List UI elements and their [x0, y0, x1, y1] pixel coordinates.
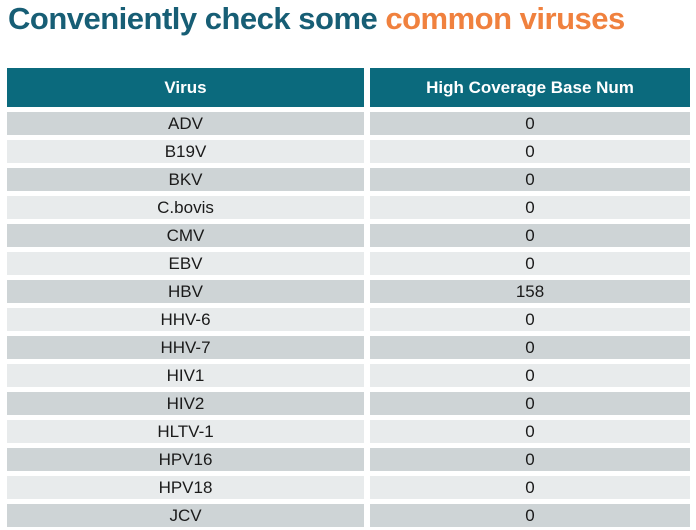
column-header-virus: Virus: [7, 68, 364, 107]
virus-name-cell: HHV-6: [7, 308, 364, 331]
coverage-value-cell: 0: [370, 224, 690, 247]
page-title-highlight: common viruses: [385, 1, 625, 36]
virus-coverage-table: Virus High Coverage Base Num ADV 0 B19V 0 BK…: [1, 63, 696, 530]
coverage-value-cell: 0: [370, 112, 690, 135]
table-header-row: Virus High Coverage Base Num: [7, 68, 690, 107]
virus-name-cell: C.bovis: [7, 196, 364, 219]
coverage-value-cell: 0: [370, 308, 690, 331]
coverage-value-cell: 0: [370, 504, 690, 527]
virus-name-cell: ADV: [7, 112, 364, 135]
coverage-value-cell: 0: [370, 420, 690, 443]
table-row: BKV 0: [7, 168, 690, 191]
coverage-value-cell: 158: [370, 280, 690, 303]
virus-name-cell: HPV18: [7, 476, 364, 499]
coverage-value-cell: 0: [370, 252, 690, 275]
table-row: HLTV-1 0: [7, 420, 690, 443]
coverage-value-cell: 0: [370, 196, 690, 219]
virus-name-cell: EBV: [7, 252, 364, 275]
table-row: HPV16 0: [7, 448, 690, 471]
table-row: ADV 0: [7, 112, 690, 135]
table-row: HBV 158: [7, 280, 690, 303]
table-row: HIV2 0: [7, 392, 690, 415]
coverage-value-cell: 0: [370, 364, 690, 387]
coverage-value-cell: 0: [370, 168, 690, 191]
coverage-value-cell: 0: [370, 336, 690, 359]
virus-name-cell: HIV2: [7, 392, 364, 415]
table-row: HHV-6 0: [7, 308, 690, 331]
virus-name-cell: HBV: [7, 280, 364, 303]
coverage-value-cell: 0: [370, 392, 690, 415]
page-title-prefix: Conveniently check some: [8, 1, 386, 36]
table-row: EBV 0: [7, 252, 690, 275]
coverage-value-cell: 0: [370, 448, 690, 471]
table-body: ADV 0 B19V 0 BKV 0 C.bovis 0 CMV 0 EBV 0 HBV 158 HHV-6…: [7, 112, 690, 527]
virus-name-cell: HPV16: [7, 448, 364, 471]
column-header-coverage: High Coverage Base Num: [370, 68, 690, 107]
virus-name-cell: BKV: [7, 168, 364, 191]
coverage-value-cell: 0: [370, 476, 690, 499]
virus-name-cell: CMV: [7, 224, 364, 247]
table-row: C.bovis 0: [7, 196, 690, 219]
virus-name-cell: B19V: [7, 140, 364, 163]
virus-name-cell: HLTV-1: [7, 420, 364, 443]
page-title: Conveniently check some common viruses: [8, 0, 625, 38]
virus-name-cell: HIV1: [7, 364, 364, 387]
table-row: CMV 0: [7, 224, 690, 247]
table-row: HHV-7 0: [7, 336, 690, 359]
table-row: JCV 0: [7, 504, 690, 527]
coverage-value-cell: 0: [370, 140, 690, 163]
table-row: HPV18 0: [7, 476, 690, 499]
virus-name-cell: HHV-7: [7, 336, 364, 359]
table-row: B19V 0: [7, 140, 690, 163]
table-row: HIV1 0: [7, 364, 690, 387]
virus-name-cell: JCV: [7, 504, 364, 527]
